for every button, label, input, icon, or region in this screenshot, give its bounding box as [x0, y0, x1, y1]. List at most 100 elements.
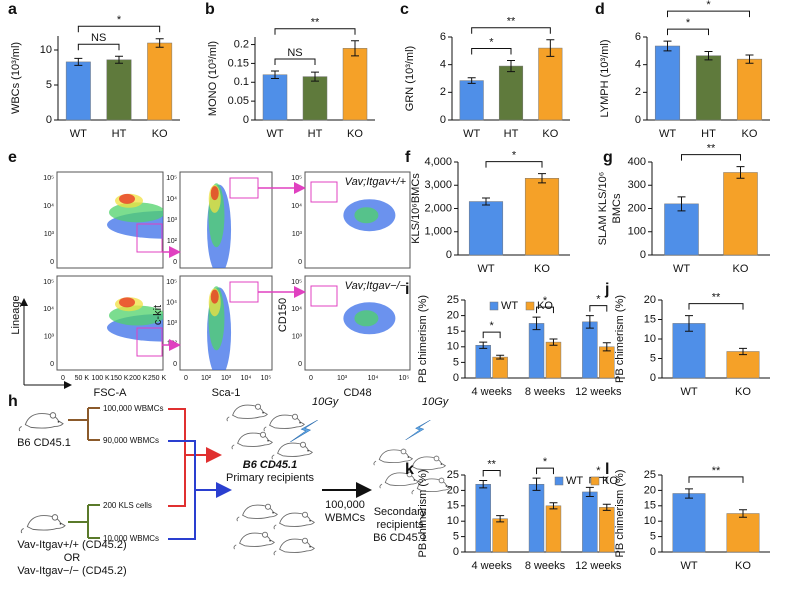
y-tick-label: 0 [440, 114, 446, 126]
x-axis-label: CD48 [343, 387, 371, 399]
density-blob [109, 202, 163, 223]
y-tick-label: 4 [635, 59, 641, 71]
arrow [168, 440, 228, 540]
x-tick-label: WT [463, 128, 480, 140]
error-bar-line [739, 347, 747, 356]
error-bar [115, 55, 123, 64]
mouse [231, 431, 273, 450]
mouse [18, 412, 64, 432]
panel-label: k [405, 461, 414, 478]
error-bar [739, 347, 747, 356]
y-tick-label: 5 [453, 356, 459, 368]
x-tick-label: WT [680, 560, 697, 572]
y-axis-label: PB chimerism (%) [417, 469, 429, 557]
panel-label: h [8, 393, 18, 410]
irradiation-label: 10Gy [312, 396, 340, 408]
arrow [168, 408, 218, 507]
bar [672, 323, 706, 379]
significance-bracket [482, 331, 501, 339]
recipient-label: B6 CD45.1 [243, 459, 297, 471]
y-axis-label: BMCs [611, 193, 623, 223]
error-bar-line [467, 77, 476, 84]
legend-label: KO [602, 475, 618, 487]
error-bar [736, 166, 745, 179]
error-bar-line [685, 315, 693, 332]
error-bar-line [745, 54, 754, 64]
gate [136, 327, 163, 357]
y-tick-label: 25 [447, 294, 459, 306]
error-bar-line [115, 55, 123, 64]
significance-label: * [706, 0, 711, 11]
error-bar-line [496, 515, 505, 523]
error-bar [745, 54, 754, 64]
legend-swatch [525, 301, 535, 311]
panel-label: a [8, 1, 17, 18]
y-tick-label: 25 [447, 469, 459, 481]
significance-label: ** [712, 292, 721, 304]
panel-label: d [595, 1, 605, 18]
x-tick-label: 0 [309, 375, 313, 382]
significance-bracket [485, 161, 543, 168]
error-bar [602, 503, 611, 511]
significance-label: NS [287, 47, 302, 59]
panel-label: j [604, 281, 609, 298]
panel-label: b [205, 1, 215, 18]
x-tick-label: 8 weeks [525, 560, 566, 572]
y-tick-label: 400 [628, 156, 646, 168]
y-tick-label: 10⁵ [43, 175, 54, 182]
bar [528, 323, 545, 379]
density [207, 286, 232, 370]
x-tick-label: 10² [201, 375, 212, 382]
y-tick-label: 1,000 [424, 226, 452, 238]
error-bar-line [585, 315, 594, 329]
error-bar-line [271, 70, 279, 79]
error-bar [351, 40, 359, 57]
significance-label: ** [707, 143, 716, 155]
x-tick-label: WT [659, 128, 676, 140]
error-bar-line [479, 480, 488, 489]
significance-bracket [77, 43, 120, 51]
y-tick-label: 25 [644, 469, 656, 481]
density [207, 183, 232, 268]
y-tick-label: 0 [650, 546, 656, 558]
significance-label: ** [712, 465, 721, 477]
mouse [20, 514, 66, 534]
legend-label: WT [501, 300, 518, 312]
legend-swatch [489, 301, 499, 311]
error-bar [602, 342, 611, 352]
x-tick-label: 50 K [75, 375, 90, 382]
bar [599, 507, 615, 553]
bar [664, 203, 699, 256]
y-tick-label: 4 [440, 59, 446, 71]
donor-label: OR [64, 552, 81, 564]
donor-label: Vav-Itgav+/+ (CD45.2) [17, 539, 126, 551]
irradiation-icon [405, 420, 431, 440]
significance-label: * [117, 14, 122, 26]
x-tick-label: KO [735, 560, 751, 572]
y-axis-label: CD150 [277, 298, 289, 332]
transfer-label: WBMCs [325, 512, 366, 524]
error-bar [739, 509, 747, 518]
y-tick-label: 0 [453, 372, 459, 384]
y-tick-label: 0 [650, 372, 656, 384]
y-tick-label: 10⁵ [291, 279, 302, 286]
bar [475, 483, 491, 553]
x-tick-label: HT [504, 128, 519, 140]
recipient-label: recipients [376, 519, 424, 531]
bar [498, 65, 524, 121]
y-tick-label: 10³ [44, 334, 55, 341]
bar [582, 491, 598, 553]
y-tick-label: 15 [447, 325, 459, 337]
panel-label: e [8, 149, 17, 166]
x-tick-label: 150 K [110, 375, 129, 382]
bar [459, 80, 484, 121]
significance-label: * [490, 320, 495, 332]
error-bar [532, 316, 541, 331]
error-bar-line [351, 40, 359, 57]
significance-bracket [536, 467, 554, 475]
y-tick-label: 0 [50, 259, 54, 266]
significance-bracket [667, 10, 750, 18]
mouse [273, 511, 315, 530]
